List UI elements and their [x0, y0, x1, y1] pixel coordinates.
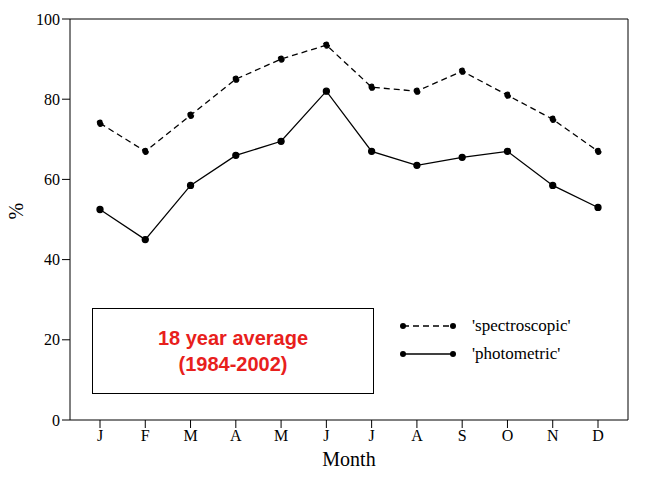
svg-text:A: A — [230, 427, 242, 444]
svg-text:J: J — [369, 427, 375, 444]
html-text:'spectroscopic': 'spectroscopic' — [472, 315, 571, 335]
svg-text:A: A — [411, 427, 423, 444]
svg-text:M: M — [183, 427, 197, 444]
svg-text:80: 80 — [44, 91, 60, 108]
svg-text:M: M — [274, 427, 288, 444]
svg-text:20: 20 — [44, 331, 60, 348]
svg-text:Month: Month — [322, 448, 375, 470]
svg-text:0: 0 — [52, 412, 60, 429]
svg-text:%: % — [5, 203, 27, 220]
svg-text:F: F — [141, 427, 150, 444]
svg-text:40: 40 — [44, 251, 60, 268]
svg-text:D: D — [592, 427, 604, 444]
svg-text:100: 100 — [36, 11, 60, 28]
svg-text:J: J — [97, 427, 103, 444]
svg-text:O: O — [502, 427, 514, 444]
svg-text:J: J — [323, 427, 329, 444]
svg-text:60: 60 — [44, 171, 60, 188]
svg-text:S: S — [458, 427, 467, 444]
html-text:'photometric': 'photometric' — [472, 343, 561, 363]
svg-text:N: N — [547, 427, 559, 444]
html-text:18 year average: 18 year average — [157, 326, 309, 349]
html-text:(1984-2002): (1984-2002) — [178, 352, 288, 375]
